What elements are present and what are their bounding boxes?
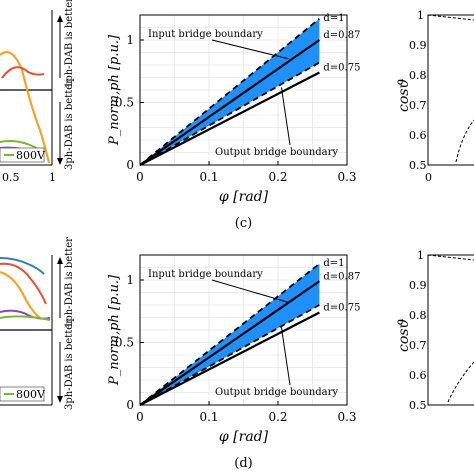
y-axis-label: P_norm,ph [p.u.]	[107, 274, 122, 386]
series-label: d=0.87	[323, 30, 360, 41]
series-line-d1	[139, 263, 320, 406]
right-xtick-0-top: 0	[425, 171, 432, 184]
x-axis-label: φ [rad]	[219, 429, 269, 445]
annotation-arrow-output	[280, 327, 291, 386]
y-tick-label: 0.5	[115, 336, 134, 350]
label-1ph-better-bottom: 1ph-DAB is better	[64, 237, 75, 328]
left-partial-panel-bottom: 800V 1ph-DAB is better 3ph-DAB is better	[0, 237, 75, 410]
right-partial-panel-top: cosϑ 1 0.9 0.8 0.7 0.6 0.5 0	[396, 9, 474, 184]
right-ytick-05-bottom: 0.5	[409, 399, 427, 412]
series-line-d087	[139, 39, 321, 166]
y-tick-label: 1	[126, 33, 134, 47]
series-label: d=1	[323, 13, 344, 24]
chart-panel-c: d=1 d=0.87 d=0.75 0 0.1 0.2 0.3 0 0.5 1 φ [rad] P_n…	[107, 13, 360, 231]
right-ytick-07-top: 0.7	[409, 99, 427, 112]
left-blue-curve	[0, 257, 45, 275]
left-red-curve	[1, 66, 45, 79]
right-ytick-08-top: 0.8	[409, 69, 427, 82]
left-xtick-05-top: 0.5	[2, 171, 20, 184]
left-orange-curve-b	[0, 270, 41, 319]
annotation-input-boundary: Input bridge boundary	[148, 269, 263, 280]
x-tick-label: 0.1	[199, 410, 218, 424]
label-3ph-better-top: 3ph-DAB is better	[64, 79, 75, 170]
label-3ph-better-bottom: 3ph-DAB is better	[64, 319, 75, 410]
x-tick-label: 0.3	[337, 410, 356, 424]
right-ytick-06-bottom: 0.6	[409, 369, 427, 382]
right-ylabel-bottom: cosϑ	[396, 319, 412, 352]
series-line-d087	[139, 280, 321, 406]
series-label: d=0.87	[323, 271, 360, 282]
x-tick-label: 0.2	[268, 410, 287, 424]
series-line-d075	[139, 71, 320, 166]
right-ytick-05-top: 0.5	[409, 159, 427, 172]
right-ytick-07-bottom: 0.7	[409, 339, 427, 352]
legend-800v-top: 800V	[16, 149, 46, 162]
annotation-arrow-input	[211, 279, 289, 303]
annotation-output-boundary: Output bridge boundary	[215, 147, 338, 158]
right-ytick-06-top: 0.6	[409, 129, 427, 142]
x-axis-label: φ [rad]	[219, 189, 269, 205]
annotation-input-boundary: Input bridge boundary	[148, 29, 263, 40]
series-line-d075	[139, 311, 320, 406]
x-tick-label: 0.2	[268, 170, 287, 184]
left-partial-panel-top: 800V 0.5 1 1ph-DAB is better 3ph-DAB is …	[0, 0, 75, 184]
plot-frame	[139, 254, 348, 406]
series-label: d=1	[323, 258, 344, 269]
plot-frame	[139, 14, 348, 166]
legend-800v-bottom: 800V	[16, 388, 46, 401]
annotation-arrow-output	[280, 87, 291, 146]
left-orange-curve	[0, 51, 51, 164]
y-tick-label: 0	[126, 398, 134, 412]
series-label: d=0.75	[323, 63, 360, 74]
series-line-boundary	[139, 304, 320, 406]
y-axis-label: P_norm,ph [p.u.]	[107, 34, 122, 146]
x-tick-label: 0	[136, 410, 144, 424]
left-red-curve-b	[0, 262, 47, 305]
y-tick-label: 1	[126, 273, 134, 287]
left-xtick-1-top: 1	[49, 171, 56, 184]
label-1ph-better-top: 1ph-DAB is better	[64, 0, 75, 88]
annotation-arrow-input	[211, 39, 289, 60]
right-ytick-09-bottom: 0.9	[409, 279, 427, 292]
right-ylabel-top: cosϑ	[396, 79, 412, 112]
y-tick-label: 0	[126, 158, 134, 172]
right-ytick-1-bottom: 1	[417, 249, 424, 262]
series-line-d1	[139, 18, 320, 166]
legend-box-bottom	[0, 386, 45, 402]
x-tick-label: 0	[136, 170, 144, 184]
series-line-boundary	[139, 61, 320, 166]
right-partial-panel-bottom: cosϑ 1 0.9 0.8 0.7 0.6 0.5	[396, 249, 474, 412]
right-ytick-08-bottom: 0.8	[409, 309, 427, 322]
panel-caption: (d)	[234, 456, 252, 471]
panel-caption: (c)	[235, 216, 252, 231]
chart-panel-d: d=1 d=0.87 d=0.75 0 0.1 0.2 0.3 0 0.5 1 φ [rad] P_n…	[107, 254, 360, 471]
right-ytick-1-top: 1	[417, 9, 424, 22]
series-label: d=0.75	[323, 303, 360, 314]
legend-box-top	[0, 147, 45, 163]
annotation-output-boundary: Output bridge boundary	[215, 387, 338, 398]
x-tick-label: 0.1	[199, 170, 218, 184]
x-tick-label: 0.3	[337, 170, 356, 184]
right-ytick-09-top: 0.9	[409, 39, 427, 52]
left-green-curve-b	[0, 315, 51, 321]
y-tick-label: 0.5	[115, 96, 134, 110]
